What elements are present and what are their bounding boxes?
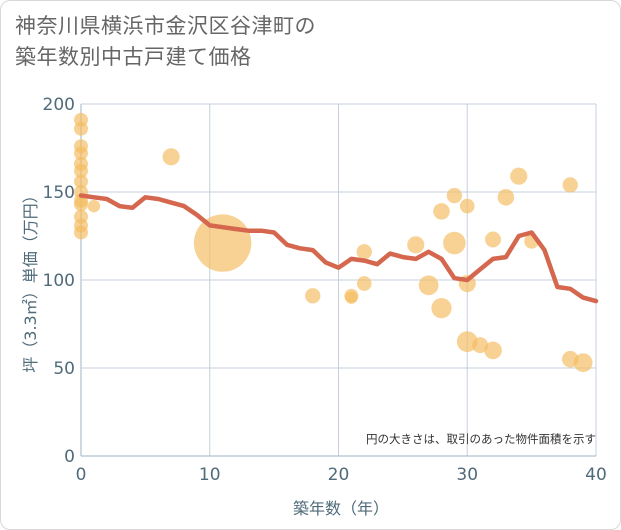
data-bubble-9	[74, 197, 88, 212]
y-axis-label: 坪（3.3㎡）単価（万円）	[21, 187, 40, 372]
data-bubble-23	[433, 203, 450, 220]
average-line-series	[78, 193, 599, 304]
data-bubble-20	[356, 276, 372, 291]
data-bubble-22	[418, 275, 439, 296]
axis-ticks: 0 10 20 30 40 0 50 100 150 200	[43, 95, 607, 485]
data-bubble-6	[74, 174, 88, 189]
y-tick-label-4: 200	[43, 95, 75, 115]
data-bubble-36	[562, 177, 578, 193]
data-bubble-25	[446, 187, 463, 204]
data-bubble-12	[74, 225, 88, 240]
data-bubble-16	[305, 288, 321, 304]
data-bubble-38	[573, 353, 593, 373]
y-tick-label-0: 0	[64, 447, 75, 467]
data-bubble-3	[74, 146, 88, 161]
data-bubble-33	[497, 188, 515, 206]
data-bubble-15	[193, 214, 252, 272]
data-bubble-5	[74, 163, 88, 178]
x-tick-label-0: 0	[76, 465, 87, 485]
y-tick-label-1: 50	[53, 359, 75, 379]
x-tick-label-4: 40	[585, 465, 607, 485]
x-tick-label-2: 20	[328, 465, 350, 485]
data-bubble-27	[459, 198, 475, 214]
data-bubble-31	[485, 231, 501, 248]
data-bubble-26	[443, 231, 466, 255]
data-bubble-13	[87, 199, 101, 213]
y-tick-label-3: 150	[43, 183, 75, 203]
data-bubble-18	[345, 291, 358, 304]
grid-lines	[80, 103, 597, 457]
bubble-size-note: 円の大きさは、取引のあった物件面積を示す	[366, 432, 596, 446]
chart-title-line-1: 神奈川県横浜市金沢区谷津町の	[15, 14, 316, 38]
data-bubble-30	[472, 337, 489, 354]
data-bubble-1	[74, 121, 88, 136]
average-price-line	[78, 193, 599, 304]
data-bubble-19	[356, 244, 372, 260]
data-bubble-14	[162, 148, 180, 166]
data-bubble-32	[484, 341, 502, 360]
x-tick-label-3: 30	[456, 465, 478, 485]
data-bubble-21	[407, 236, 425, 254]
bubble-series	[74, 112, 593, 373]
data-bubble-24	[431, 298, 452, 319]
data-bubble-34	[510, 167, 528, 185]
chart-title: 神奈川県横浜市金沢区谷津町の 築年数別中古戸建て価格	[15, 11, 435, 73]
chart-title-line-2: 築年数別中古戸建て価格	[15, 45, 252, 69]
x-axis-label: 築年数（年）	[293, 499, 389, 518]
y-tick-label-2: 100	[43, 271, 75, 291]
x-tick-label-1: 10	[199, 465, 221, 485]
